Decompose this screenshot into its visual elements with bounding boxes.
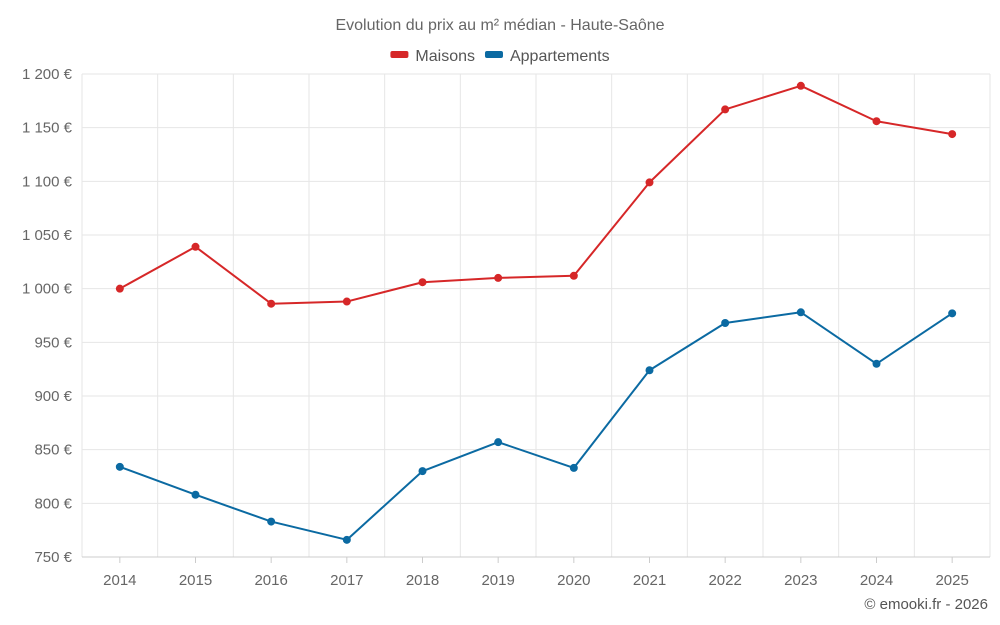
legend-item-appartements[interactable]: Appartements bbox=[484, 48, 610, 65]
x-tick-label: 2017 bbox=[330, 572, 363, 589]
data-point-appartements[interactable] bbox=[494, 438, 503, 447]
x-tick-label: 2020 bbox=[557, 572, 590, 589]
data-point-appartements[interactable] bbox=[267, 517, 276, 526]
legend-label: Maisons bbox=[415, 48, 475, 65]
y-tick-label: 1 200 € bbox=[22, 66, 73, 83]
legend-label: Appartements bbox=[510, 48, 610, 65]
data-point-maisons[interactable] bbox=[418, 278, 427, 287]
y-tick-label: 950 € bbox=[34, 334, 72, 351]
data-point-appartements[interactable] bbox=[342, 535, 351, 544]
chart-title: Evolution du prix au m² médian - Haute-S… bbox=[335, 17, 664, 34]
data-point-appartements[interactable] bbox=[796, 308, 805, 317]
x-tick-label: 2015 bbox=[179, 572, 212, 589]
x-tick-label: 2023 bbox=[784, 572, 817, 589]
x-tick-label: 2025 bbox=[935, 572, 968, 589]
data-point-maisons[interactable] bbox=[948, 130, 957, 139]
data-point-maisons[interactable] bbox=[872, 117, 881, 126]
legend-swatch bbox=[484, 51, 503, 58]
x-axis: 2014 2015 2016 2017 2018 2019 2020 2021 2022 2023… bbox=[82, 556, 990, 589]
legend-item-maisons[interactable]: Maisons bbox=[390, 48, 475, 65]
series-layer bbox=[115, 81, 957, 544]
x-tick-label: 2018 bbox=[406, 572, 439, 589]
data-point-appartements[interactable] bbox=[721, 319, 730, 328]
legend: Maisons Appartements bbox=[390, 48, 610, 65]
data-point-maisons[interactable] bbox=[267, 299, 276, 308]
data-point-maisons[interactable] bbox=[342, 297, 351, 306]
y-tick-label: 1 100 € bbox=[22, 173, 73, 190]
y-tick-label: 900 € bbox=[34, 388, 72, 405]
data-point-appartements[interactable] bbox=[645, 366, 654, 375]
y-tick-label: 850 € bbox=[34, 442, 72, 459]
legend-swatch bbox=[390, 51, 409, 58]
data-point-appartements[interactable] bbox=[418, 467, 427, 476]
y-tick-label: 750 € bbox=[34, 549, 72, 566]
data-point-maisons[interactable] bbox=[569, 271, 578, 280]
credit-text: © emooki.fr - 2026 bbox=[864, 596, 988, 613]
data-point-appartements[interactable] bbox=[569, 463, 578, 472]
series-line-appartements bbox=[119, 311, 953, 541]
data-point-maisons[interactable] bbox=[494, 273, 503, 282]
grid bbox=[81, 73, 991, 557]
y-tick-label: 1 050 € bbox=[22, 227, 73, 244]
y-axis: 750 € 800 € 850 € 900 € 950 € 1 000 € 1 050 € 1… bbox=[22, 66, 73, 566]
x-tick-label: 2019 bbox=[481, 572, 514, 589]
series-line-maisons bbox=[119, 84, 953, 305]
x-tick-label: 2024 bbox=[860, 572, 893, 589]
data-point-maisons[interactable] bbox=[796, 81, 805, 90]
data-point-maisons[interactable] bbox=[721, 105, 730, 114]
y-tick-label: 1 000 € bbox=[22, 281, 73, 298]
y-tick-label: 1 150 € bbox=[22, 120, 73, 137]
data-point-maisons[interactable] bbox=[115, 284, 124, 293]
y-tick-label: 800 € bbox=[34, 495, 72, 512]
x-tick-label: 2022 bbox=[708, 572, 741, 589]
x-tick-label: 2016 bbox=[254, 572, 287, 589]
data-point-appartements[interactable] bbox=[115, 462, 124, 471]
data-point-maisons[interactable] bbox=[645, 178, 654, 187]
data-point-maisons[interactable] bbox=[191, 242, 200, 251]
data-point-appartements[interactable] bbox=[872, 359, 881, 368]
data-point-appartements[interactable] bbox=[948, 309, 957, 318]
x-tick-label: 2021 bbox=[633, 572, 666, 589]
data-point-appartements[interactable] bbox=[191, 490, 200, 499]
x-tick-label: 2014 bbox=[103, 572, 136, 589]
